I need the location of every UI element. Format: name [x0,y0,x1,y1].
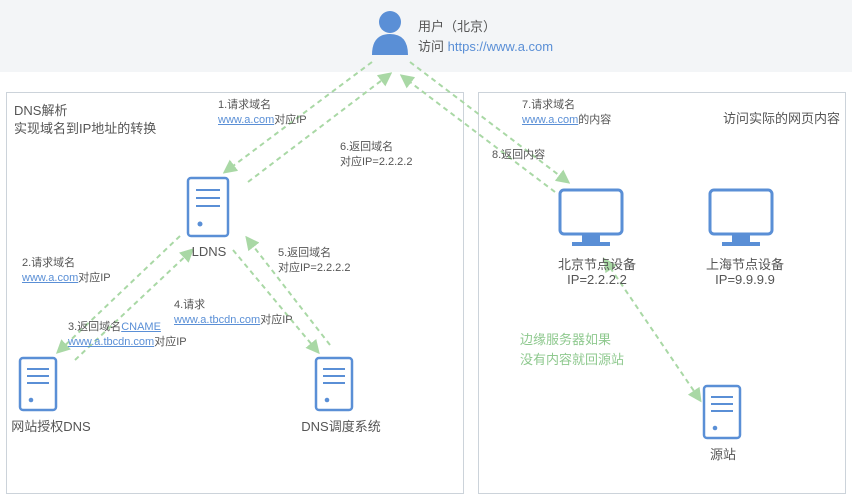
right-title: 访问实际的网页内容 [723,108,840,127]
sh-monitor-icon [710,190,772,246]
origin-icon [704,386,740,438]
lbl-7: 7.请求域名 www.a.com的内容 [522,98,611,129]
left-title-1: DNS解析 [14,100,67,119]
lbl-1: 1.请求域名 www.a.com对应IP [218,98,307,129]
lbl-6: 6.返回域名 对应IP=2.2.2.2 [340,140,412,171]
lbl-2: 2.请求域名 www.a.com对应IP [22,256,111,287]
bj-label-1: 北京节点设备 [552,254,642,273]
lbl-3: 3.返回域名CNAME www.a.tbcdn.com对应IP [68,320,187,351]
bj-monitor-icon [560,190,622,246]
arrow-8 [402,76,555,192]
origin-note: 边缘服务器如果 没有内容就回源站 [520,330,624,369]
user-label: 用户（北京） [418,16,496,35]
bj-label-2: IP=2.2.2.2 [552,272,642,287]
sched-label: DNS调度系统 [296,416,386,435]
visit-line: 访问 https://www.a.com [418,36,553,55]
auth-dns-label: 网站授权DNS [6,416,96,435]
scheduler-icon [316,358,352,410]
auth-dns-icon [20,358,56,410]
diagram-svg [0,0,852,500]
left-title-2: 实现域名到IP地址的转换 [14,118,156,137]
origin-label: 源站 [700,444,746,463]
visit-prefix: 访问 [418,39,444,54]
ldns-label: LDNS [186,244,232,259]
user-icon [372,11,408,55]
ldns-icon [188,178,228,236]
visit-url: https://www.a.com [448,39,553,54]
lbl-5: 5.返回域名 对应IP=2.2.2.2 [278,246,350,277]
lbl-8: 8.返回内容 [492,148,545,163]
lbl-4: 4.请求 www.a.tbcdn.com对应IP [174,298,293,329]
sh-label-2: IP=9.9.9.9 [700,272,790,287]
sh-label-1: 上海节点设备 [700,254,790,273]
